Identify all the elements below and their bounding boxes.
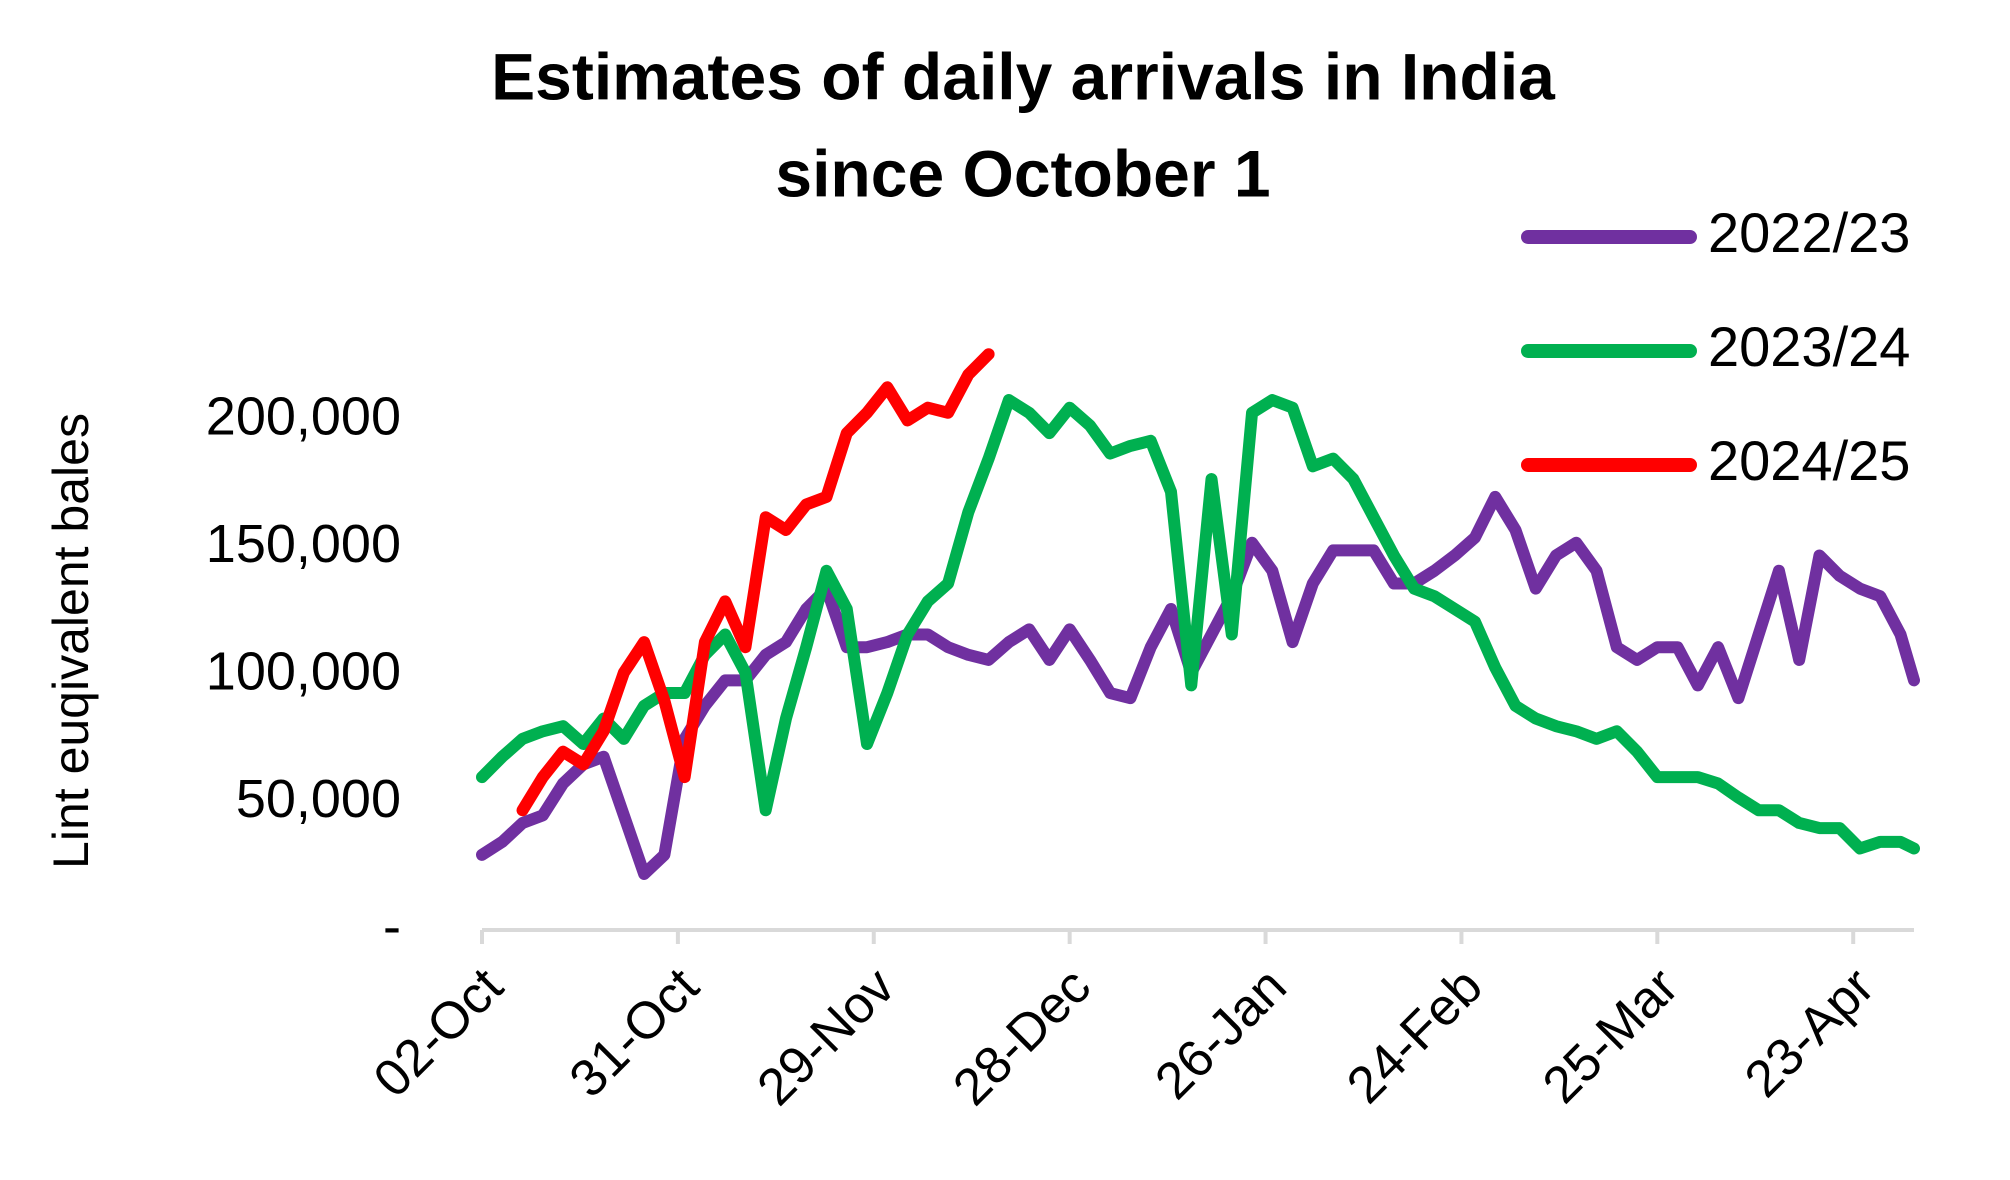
x-tick-label: 31-Oct: [559, 957, 711, 1109]
chart-subtitle: since October 1: [775, 136, 1270, 210]
x-tick-label: 29-Nov: [746, 957, 906, 1117]
legend-label: 2022/23: [1708, 201, 1910, 264]
legend-label: 2023/24: [1708, 315, 1910, 378]
x-tick-label: 25-Mar: [1532, 957, 1689, 1114]
x-tick-label: 28-Dec: [942, 957, 1102, 1117]
y-tick-label: 150,000: [206, 514, 401, 574]
y-tick-label: 100,000: [206, 641, 401, 701]
y-tick-label: -: [383, 896, 401, 956]
series-line: [476, 490, 1920, 880]
y-tick-label: 50,000: [236, 769, 401, 829]
series-line: [476, 394, 1920, 855]
x-tick-label: 23-Apr: [1734, 957, 1885, 1108]
x-tick-label: 26-Jan: [1144, 957, 1297, 1110]
y-axis-title: Lint euqivalent bales: [43, 413, 99, 869]
x-tick-label: 02-Oct: [363, 957, 515, 1109]
series-line: [516, 348, 995, 817]
chart-title: Estimates of daily arrivals in India: [491, 39, 1556, 113]
y-tick-label: 200,000: [206, 387, 401, 447]
x-tick-label: 24-Feb: [1336, 957, 1494, 1115]
legend-label: 2024/25: [1708, 429, 1910, 492]
